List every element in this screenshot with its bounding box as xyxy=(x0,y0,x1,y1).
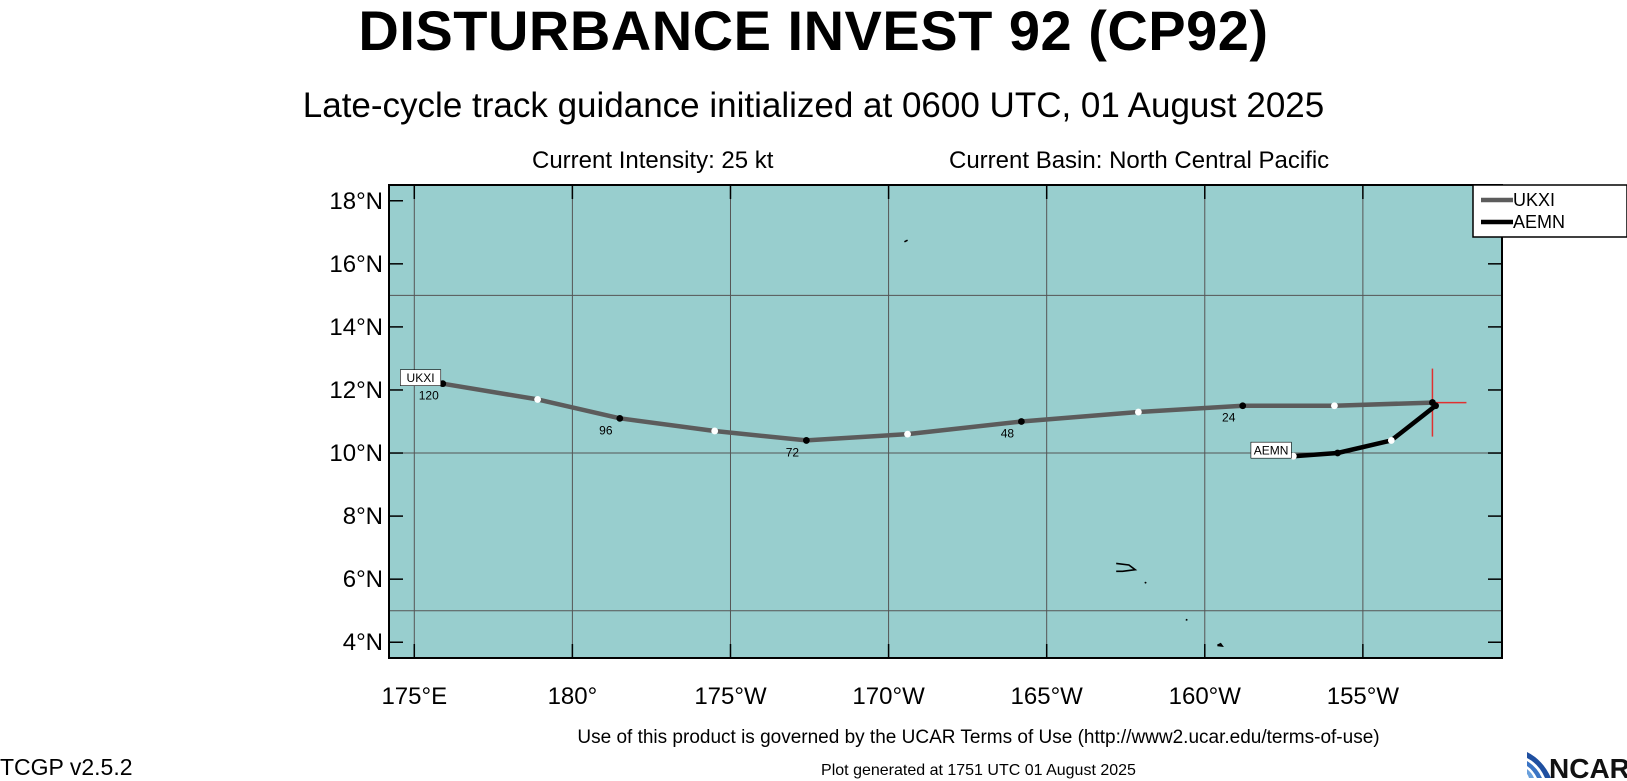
x-tick-label: 180° xyxy=(548,683,598,710)
tau-label-ukxi: 72 xyxy=(786,445,800,459)
x-tick-label: 170°W xyxy=(852,683,925,710)
x-tick-label: 160°W xyxy=(1169,683,1242,710)
track-point-aemn xyxy=(1432,402,1439,410)
track-point-ukxi xyxy=(439,380,447,388)
y-tick-label: 6°N xyxy=(343,566,383,593)
y-tick-label: 18°N xyxy=(329,188,383,215)
track-point-ukxi xyxy=(616,414,624,422)
track-end-label-aemn: AEMN xyxy=(1254,444,1289,458)
terms-of-use-notice: Use of this product is governed by the U… xyxy=(577,727,1380,748)
x-tick-label: 165°W xyxy=(1011,683,1084,710)
y-tick-label: 8°N xyxy=(343,503,383,530)
y-tick-label: 14°N xyxy=(329,314,383,341)
land-islet-3 xyxy=(1144,581,1147,584)
y-tick-label: 12°N xyxy=(329,377,383,404)
map-frame xyxy=(388,184,1503,659)
track-point-aemn xyxy=(1289,452,1297,460)
track-point-aemn xyxy=(1387,437,1395,444)
ncar-logo-mark xyxy=(1527,752,1551,778)
legend-box xyxy=(1472,184,1627,238)
x-tick-label: 155°W xyxy=(1327,683,1400,710)
software-version: TCGP v2.5.2 xyxy=(0,754,133,780)
track-point-ukxi xyxy=(711,427,719,435)
y-tick-label: 10°N xyxy=(329,440,383,467)
legend-label-ukxi: UKXI xyxy=(1513,190,1555,210)
legend-label-aemn: AEMN xyxy=(1513,212,1565,232)
track-point-ukxi xyxy=(1239,402,1247,410)
y-tick-label: 16°N xyxy=(329,251,383,278)
ocean-background xyxy=(389,185,1502,658)
ncar-logo: NCAR xyxy=(1527,752,1627,780)
current-intensity: Current Intensity: 25 kt xyxy=(532,147,774,174)
current-basin: Current Basin: North Central Pacific xyxy=(949,147,1330,174)
page-subtitle: Late-cycle track guidance initialized at… xyxy=(302,86,1325,125)
tau-label-ukxi: 24 xyxy=(1222,411,1236,425)
track-point-ukxi xyxy=(534,396,542,403)
tau-label-ukxi: 96 xyxy=(599,423,613,437)
track-line-aemn xyxy=(1293,403,1437,459)
x-tick-label: 175°W xyxy=(694,683,767,710)
track-point-ukxi xyxy=(904,430,911,438)
tau-label-ukxi: 48 xyxy=(1001,427,1015,441)
track-end-label-box-aemn xyxy=(1250,441,1292,459)
tau-label-ukxi: 120 xyxy=(419,389,439,403)
y-tick-label: 4°N xyxy=(343,629,383,656)
land-islet-2 xyxy=(1116,562,1138,573)
land-islet-5 xyxy=(1217,642,1224,648)
track-point-ukxi xyxy=(1017,418,1025,425)
map-plot-area: 4°N 6°N 8°N 10°N 12°N 14°N 16°N 18°N 175°E 180° 17… xyxy=(329,184,1503,710)
track-end-label-box-ukxi xyxy=(400,369,442,386)
track-point-ukxi xyxy=(1134,408,1142,416)
land-islet-4 xyxy=(1185,618,1188,621)
page-title: DISTURBANCE INVEST 92 (CP92) xyxy=(358,0,1269,62)
track-point-ukxi xyxy=(1331,402,1338,410)
x-tick-label: 175°E xyxy=(381,683,447,710)
track-point-aemn xyxy=(1334,449,1341,457)
ncar-logo-text: NCAR xyxy=(1549,753,1627,780)
track-end-label-ukxi: UKXI xyxy=(407,371,435,385)
plot-generated-time: Plot generated at 1751 UTC 01 August 202… xyxy=(821,762,1136,779)
track-point-ukxi xyxy=(802,437,810,444)
land-islet-1 xyxy=(904,239,908,243)
